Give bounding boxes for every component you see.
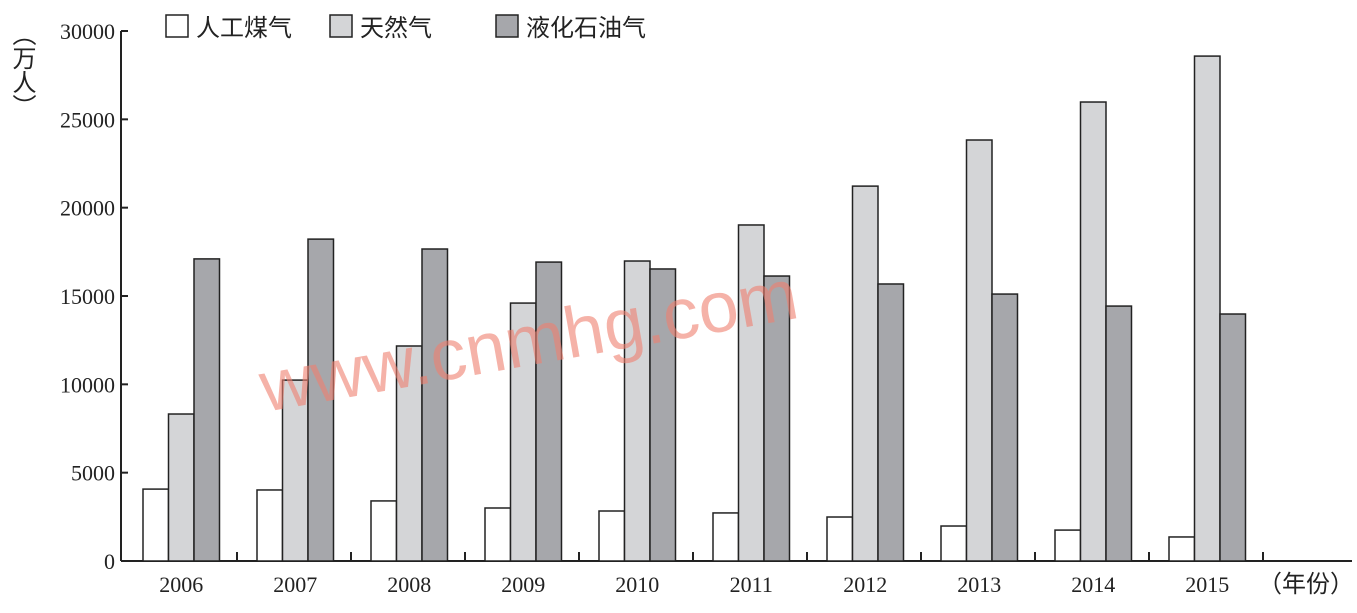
bar-2011-2	[763, 275, 791, 562]
y-tick-label: 30000	[60, 19, 115, 44]
x-tick-label: 2006	[159, 572, 203, 597]
x-tick-label: 2010	[615, 572, 659, 597]
x-axis-label: （年份）	[1258, 570, 1354, 598]
bar-2013-2	[991, 293, 1019, 562]
bar-2010-0	[598, 510, 626, 562]
bar-2012-1	[851, 185, 879, 562]
bar-2007-2	[307, 238, 335, 562]
x-tick-label: 2009	[501, 572, 545, 597]
bar-2014-2	[1105, 305, 1133, 562]
legend-label: 液化石油气	[526, 14, 646, 42]
bar-2010-1	[623, 260, 651, 562]
bar-2015-1	[1193, 55, 1221, 562]
bar-2014-0	[1054, 529, 1082, 562]
bar-2009-0	[484, 507, 512, 562]
bar-2006-0	[142, 488, 170, 562]
bar-2013-0	[940, 525, 968, 562]
bar-2013-1	[965, 139, 993, 562]
legend-swatch	[165, 14, 189, 38]
bar-2008-2	[421, 248, 449, 562]
bar-2006-1	[167, 413, 195, 562]
bar-2014-1	[1079, 101, 1107, 562]
x-tick-label: 2015	[1185, 572, 1229, 597]
bar-2012-2	[877, 283, 905, 562]
bar-2006-2	[193, 258, 221, 562]
bar-2008-0	[370, 500, 398, 562]
bar-2009-2	[535, 261, 563, 562]
legend-swatch	[329, 14, 353, 38]
x-tick-label: 2012	[843, 572, 887, 597]
bar-2011-0	[712, 512, 740, 562]
y-tick-label: 10000	[60, 372, 115, 397]
bar-2010-2	[649, 268, 677, 562]
x-tick-label: 2007	[273, 572, 317, 597]
bar-2007-0	[256, 489, 284, 562]
y-tick-label: 20000	[60, 196, 115, 221]
y-axis-label: （万人）	[8, 22, 36, 118]
x-tick-label: 2011	[730, 572, 773, 597]
y-tick-label: 0	[104, 549, 115, 574]
x-tick-label: 2008	[387, 572, 431, 597]
bar-2015-0	[1168, 536, 1196, 562]
y-tick-label: 5000	[71, 461, 115, 486]
bar-2011-1	[737, 224, 765, 562]
bar-2009-1	[509, 302, 537, 562]
legend-label: 天然气	[360, 14, 432, 42]
x-tick-label: 2014	[1071, 572, 1115, 597]
legend-label: 人工煤气	[196, 14, 292, 42]
bar-2012-0	[826, 516, 854, 562]
y-tick-label: 25000	[60, 107, 115, 132]
y-tick-label: 15000	[60, 284, 115, 309]
x-tick-label: 2013	[957, 572, 1001, 597]
bar-2015-2	[1219, 313, 1247, 562]
legend-swatch	[495, 14, 519, 38]
